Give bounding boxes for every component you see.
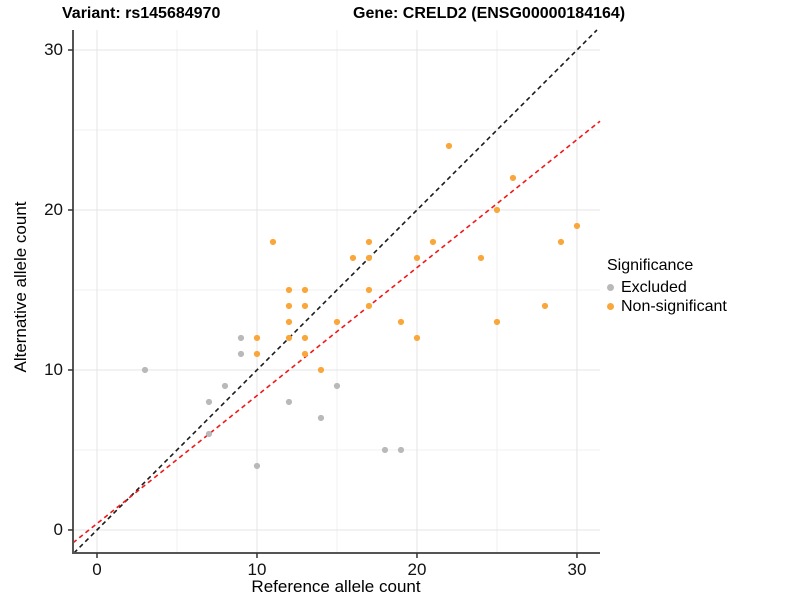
x-tick-label: 20 bbox=[407, 560, 427, 579]
legend-item-non-significant: Non-significant bbox=[604, 297, 727, 316]
y-axis-title: Alternative allele count bbox=[11, 201, 30, 373]
legend-items: Excluded Non-significant bbox=[604, 278, 727, 316]
data-point-excluded bbox=[253, 462, 261, 470]
y-tick-label: 30 bbox=[44, 39, 63, 59]
data-point-non-significant bbox=[269, 238, 277, 246]
data-point-non-significant bbox=[493, 206, 501, 214]
data-point-non-significant bbox=[365, 286, 373, 294]
data-point-non-significant bbox=[573, 222, 581, 230]
data-point-non-significant bbox=[445, 142, 453, 150]
data-point-non-significant bbox=[413, 254, 421, 262]
variant-title: Variant: rs145684970 bbox=[62, 5, 221, 22]
legend: Significance Excluded Non-significant bbox=[604, 257, 727, 316]
data-point-non-significant bbox=[365, 254, 373, 262]
legend-label: Non-significant bbox=[621, 297, 727, 315]
legend-label: Excluded bbox=[621, 278, 687, 296]
gene-title: Gene: CRELD2 (ENSG00000184164) bbox=[353, 5, 626, 22]
data-point-non-significant bbox=[493, 318, 501, 326]
data-point-excluded bbox=[397, 446, 405, 454]
data-point-non-significant bbox=[413, 334, 421, 342]
data-point-non-significant bbox=[301, 334, 309, 342]
data-point-non-significant bbox=[477, 254, 485, 262]
data-point-excluded bbox=[237, 350, 245, 358]
data-point-non-significant bbox=[285, 302, 293, 310]
data-point-non-significant bbox=[429, 238, 437, 246]
legend-swatch-icon bbox=[607, 303, 614, 310]
legend-title: Significance bbox=[607, 257, 694, 274]
data-point-non-significant bbox=[285, 318, 293, 326]
x-tick-label: 0 bbox=[92, 560, 102, 579]
y-tick-label: 20 bbox=[44, 199, 63, 219]
regression-line bbox=[72, 120, 601, 544]
data-point-non-significant bbox=[301, 302, 309, 310]
data-point-non-significant bbox=[365, 238, 373, 246]
data-point-non-significant bbox=[285, 334, 293, 342]
legend-item-excluded: Excluded bbox=[604, 278, 727, 297]
data-point-non-significant bbox=[397, 318, 405, 326]
data-point-non-significant bbox=[253, 350, 261, 358]
identity-line bbox=[73, 29, 598, 554]
data-point-non-significant bbox=[333, 318, 341, 326]
x-tick-label: 10 bbox=[247, 560, 267, 579]
data-point-non-significant bbox=[541, 302, 549, 310]
legend-swatch-icon bbox=[607, 284, 614, 291]
data-point-excluded bbox=[381, 446, 389, 454]
data-point-excluded bbox=[221, 382, 229, 390]
y-tick-label: 10 bbox=[44, 359, 63, 379]
data-point-excluded bbox=[205, 398, 213, 406]
data-point-excluded bbox=[141, 366, 149, 374]
data-point-non-significant bbox=[509, 174, 517, 182]
data-point-excluded bbox=[317, 414, 325, 422]
data-point-non-significant bbox=[365, 302, 373, 310]
x-axis-title: Reference allele count bbox=[251, 577, 421, 596]
data-point-non-significant bbox=[301, 286, 309, 294]
data-point-excluded bbox=[205, 430, 213, 438]
data-point-non-significant bbox=[301, 350, 309, 358]
data-point-non-significant bbox=[317, 366, 325, 374]
data-point-non-significant bbox=[349, 254, 357, 262]
data-point-excluded bbox=[237, 334, 245, 342]
data-point-excluded bbox=[285, 398, 293, 406]
data-point-non-significant bbox=[285, 286, 293, 294]
data-point-non-significant bbox=[253, 334, 261, 342]
x-tick-label: 30 bbox=[567, 560, 587, 579]
data-point-excluded bbox=[333, 382, 341, 390]
y-tick-label: 0 bbox=[53, 519, 63, 539]
data-point-non-significant bbox=[557, 238, 565, 246]
